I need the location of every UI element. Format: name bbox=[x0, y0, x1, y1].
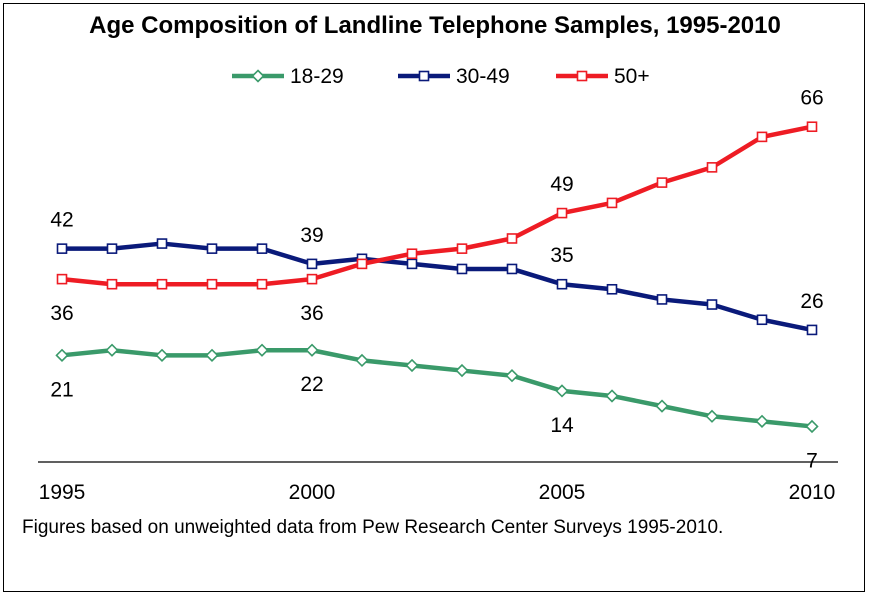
data-label: 35 bbox=[550, 244, 573, 267]
data-point bbox=[156, 278, 168, 290]
data-point bbox=[556, 207, 568, 219]
data-point bbox=[505, 369, 519, 383]
data-point bbox=[456, 263, 468, 275]
data-point bbox=[306, 273, 318, 285]
data-point bbox=[155, 348, 169, 362]
data-point bbox=[806, 324, 818, 336]
data-point bbox=[576, 70, 588, 82]
legend-label: 30-49 bbox=[456, 65, 510, 88]
data-label: 36 bbox=[300, 302, 323, 325]
data-point bbox=[805, 419, 819, 434]
data-label: 22 bbox=[300, 373, 323, 396]
data-point bbox=[456, 243, 468, 254]
data-point bbox=[756, 131, 768, 143]
legend-label: 18-29 bbox=[290, 65, 344, 88]
data-point bbox=[806, 121, 818, 133]
chart-title: Age Composition of Landline Telephone Sa… bbox=[89, 12, 781, 39]
data-point bbox=[506, 263, 518, 275]
data-point bbox=[106, 278, 118, 290]
data-point bbox=[56, 273, 68, 285]
data-point bbox=[706, 299, 718, 310]
data-point bbox=[555, 384, 569, 398]
data-label: 36 bbox=[50, 302, 73, 325]
data-label: 42 bbox=[50, 209, 73, 232]
data-point bbox=[605, 389, 619, 403]
data-point bbox=[556, 278, 568, 290]
data-point bbox=[356, 258, 368, 270]
series-line-50+ bbox=[61, 124, 813, 287]
x-tick-label: 2005 bbox=[539, 481, 586, 504]
legend-label: 50+ bbox=[614, 65, 650, 88]
data-point bbox=[656, 177, 668, 188]
data-point bbox=[406, 258, 418, 270]
data-point bbox=[305, 343, 319, 357]
x-tick-label: 1995 bbox=[39, 481, 86, 504]
data-point bbox=[355, 353, 369, 368]
data-point bbox=[755, 414, 769, 428]
data-point bbox=[256, 243, 268, 254]
x-tick-label: 2000 bbox=[289, 481, 336, 504]
data-point bbox=[756, 314, 768, 326]
data-point bbox=[405, 358, 419, 373]
data-label: 14 bbox=[550, 414, 574, 437]
data-point bbox=[55, 348, 69, 362]
data-point bbox=[656, 294, 668, 305]
data-point bbox=[706, 162, 718, 173]
data-point bbox=[106, 243, 118, 254]
data-point bbox=[606, 283, 618, 295]
data-point bbox=[255, 343, 269, 357]
data-point bbox=[206, 243, 218, 254]
series-line-18-29 bbox=[61, 347, 813, 429]
data-point bbox=[655, 399, 669, 413]
data-point bbox=[705, 409, 719, 423]
data-label: 66 bbox=[800, 87, 823, 110]
chart-frame bbox=[3, 3, 865, 592]
data-point bbox=[105, 343, 119, 357]
data-point bbox=[418, 70, 430, 82]
data-point bbox=[156, 238, 168, 249]
data-label: 26 bbox=[800, 290, 823, 313]
data-point bbox=[506, 233, 518, 244]
data-point bbox=[206, 278, 218, 290]
data-label: 21 bbox=[50, 378, 73, 401]
data-point bbox=[251, 69, 265, 83]
data-point bbox=[455, 363, 469, 378]
data-point bbox=[256, 278, 268, 290]
data-label: 39 bbox=[300, 224, 323, 247]
data-point bbox=[56, 243, 68, 254]
data-point bbox=[205, 348, 219, 362]
series-line-30-49 bbox=[62, 241, 813, 333]
data-label: 49 bbox=[550, 173, 573, 196]
data-point bbox=[606, 197, 618, 209]
data-label: 7 bbox=[806, 449, 818, 472]
data-point bbox=[306, 258, 318, 270]
data-point bbox=[406, 248, 418, 260]
chart-footnote: Figures based on unweighted data from Pe… bbox=[22, 517, 724, 538]
x-tick-label: 2010 bbox=[789, 481, 836, 504]
